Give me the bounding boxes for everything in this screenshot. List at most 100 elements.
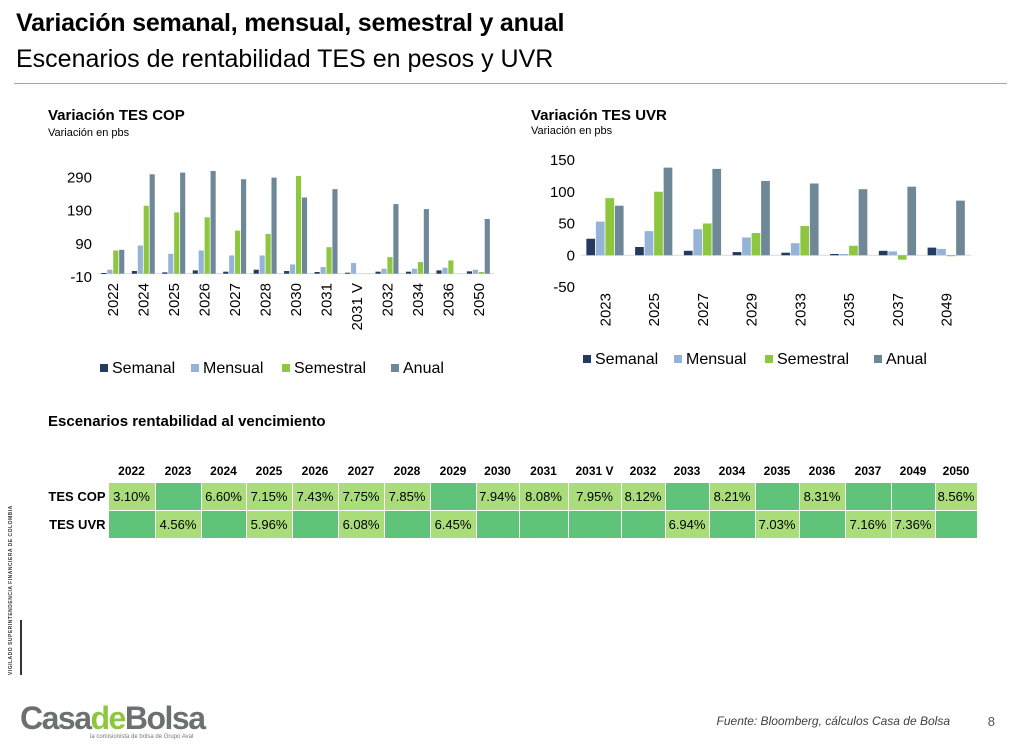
table-cell: 7.94% — [475, 481, 520, 511]
chart-tes-uvr: -50 0 50 100 150 2023 2025 2027 2029 2033 2035 2037… — [550, 152, 971, 368]
table-header-year: 2034 — [718, 463, 746, 478]
table-cell — [754, 481, 800, 511]
table-header-year: 2049 — [899, 463, 927, 478]
x-tick-label: 2024 — [136, 283, 153, 316]
bar-semanal-2025 — [162, 272, 168, 274]
y-tick-label: 190 — [67, 203, 92, 220]
bar-semestral-2035 — [849, 245, 858, 256]
x-tick-label: 2033 — [792, 293, 809, 326]
bar-anual-2037 — [907, 186, 917, 256]
legend-label-semanal: Semanal — [595, 351, 658, 368]
bar-semanal-2027 — [683, 250, 693, 256]
x-tick-label: 2035 — [841, 293, 858, 326]
bar-mensual-2024 — [137, 245, 143, 274]
bar-mensual-2034 — [411, 268, 418, 274]
legend-label-semanal: Semanal — [112, 360, 175, 377]
bar-mensual-2035 — [839, 253, 849, 256]
legend-label-mensual: Mensual — [686, 351, 746, 368]
bar-semestral-2029 — [751, 233, 761, 256]
bar-anual-2027 — [712, 168, 722, 256]
page-number: 8 — [987, 714, 995, 729]
bar-mensual-2028 — [259, 255, 265, 274]
table-cell: 5.96% — [245, 509, 293, 539]
vigilado-text: VIGILADO SUPERINTENDENCIA FINANCIERA DE … — [8, 505, 14, 675]
bar-semestral-2050 — [478, 272, 484, 274]
title-divider — [14, 83, 1007, 84]
bar-semestral-2028 — [265, 233, 271, 274]
table-row: TES UVR 4.56% 5.96% 6.08% 6.45% 6.94% 7.03% 7.1… — [44, 509, 978, 539]
bar-mensual-2030 — [290, 264, 296, 274]
table-cell — [475, 509, 520, 539]
bar-semestral-2031 — [326, 247, 332, 274]
table-cell: 7.16% — [844, 509, 892, 539]
chart-uvr-subtitle: Variación en pbs — [531, 125, 613, 137]
table-cell — [383, 509, 431, 539]
bar-semanal-2027 — [223, 271, 229, 274]
bar-semanal-2036 — [436, 270, 442, 274]
bar-anual-2033 — [809, 183, 819, 256]
bar-anual-2023 — [614, 205, 624, 256]
table-cell — [567, 509, 622, 539]
table-cell: 7.95% — [567, 481, 622, 511]
bar-semestral-2036 — [448, 260, 454, 274]
table-cell: 8.12% — [620, 481, 666, 511]
table-cell — [518, 509, 569, 539]
bar-mensual-2031-V — [350, 263, 357, 274]
table-cell: 7.03% — [754, 509, 800, 539]
table-cell: 7.36% — [890, 509, 936, 539]
bar-anual-2026 — [210, 170, 216, 274]
x-tick-label: 2022 — [105, 283, 122, 316]
chart-tes-cop: -10 90 190 290 2022 2024 2025 2026 2027 2028 2030 2… — [67, 170, 494, 377]
bar-anual-2025 — [180, 172, 186, 274]
legend-swatch-mensual — [674, 355, 682, 363]
bar-semestral-2025 — [654, 191, 663, 256]
bar-semanal-2031 — [314, 272, 320, 274]
bar-semanal-2024 — [131, 271, 137, 274]
x-tick-label: 2030 — [288, 283, 305, 316]
bar-mensual-2022 — [107, 269, 113, 274]
x-tick-label: 2036 — [440, 283, 457, 316]
bar-semanal-2029 — [732, 252, 742, 256]
bar-semanal-2026 — [192, 270, 198, 274]
legend-swatch-semestral — [282, 364, 290, 372]
bar-anual-2050 — [484, 219, 490, 274]
table-cell: 4.56% — [154, 509, 202, 539]
x-tick-label: 2027 — [227, 283, 244, 316]
bar-semestral-2027 — [702, 223, 712, 256]
table-cell: 8.21% — [708, 481, 756, 511]
table-header-year: 2023 — [164, 463, 192, 478]
casa-de-bolsa-logo: CasadeBolsa — [20, 700, 206, 736]
y-tick-label: 290 — [67, 170, 92, 187]
y-tick-label: 100 — [550, 184, 575, 201]
bar-semestral-2023 — [605, 198, 615, 256]
table-cell: 6.08% — [337, 509, 385, 539]
bar-mensual-2027 — [693, 229, 703, 256]
legend-label-anual: Anual — [403, 360, 444, 377]
table-cell: 3.10% — [107, 481, 156, 511]
x-tick-label: 2031 V — [349, 283, 366, 331]
legend-swatch-semanal — [100, 364, 108, 372]
table-cell: 8.08% — [518, 481, 569, 511]
x-tick-label: 2023 — [597, 293, 614, 326]
table-header-year: 2037 — [854, 463, 882, 478]
table-cell — [620, 509, 666, 539]
x-tick-label: 2028 — [258, 283, 275, 316]
y-tick-label: 150 — [550, 152, 575, 169]
x-tick-label: 2034 — [410, 283, 427, 316]
vigilado-badge: VIGILADO SUPERINTENDENCIA FINANCIERA DE … — [8, 495, 22, 675]
row-label: TES UVR — [44, 510, 108, 538]
table-header-year: 2024 — [210, 463, 237, 478]
table-header-year: 2031 — [530, 463, 557, 478]
bar-anual-2024 — [149, 174, 155, 274]
table-cell — [664, 481, 710, 511]
bar-semestral-2027 — [235, 230, 241, 274]
yield-scenarios-table: 2022 2023 2024 2025 2026 2027 2028 2029 2030 2031… — [44, 460, 978, 539]
y-tick-label: 0 — [567, 247, 575, 264]
chart-uvr-title: Variación TES UVR — [531, 107, 667, 124]
y-tick-label: -10 — [70, 269, 92, 286]
bar-anual-2031 — [332, 189, 338, 274]
x-tick-label: 2032 — [379, 283, 396, 316]
bar-semanal-2032 — [375, 271, 381, 274]
table-header-year: 2050 — [942, 463, 970, 478]
bar-semanal-2028 — [253, 269, 259, 274]
